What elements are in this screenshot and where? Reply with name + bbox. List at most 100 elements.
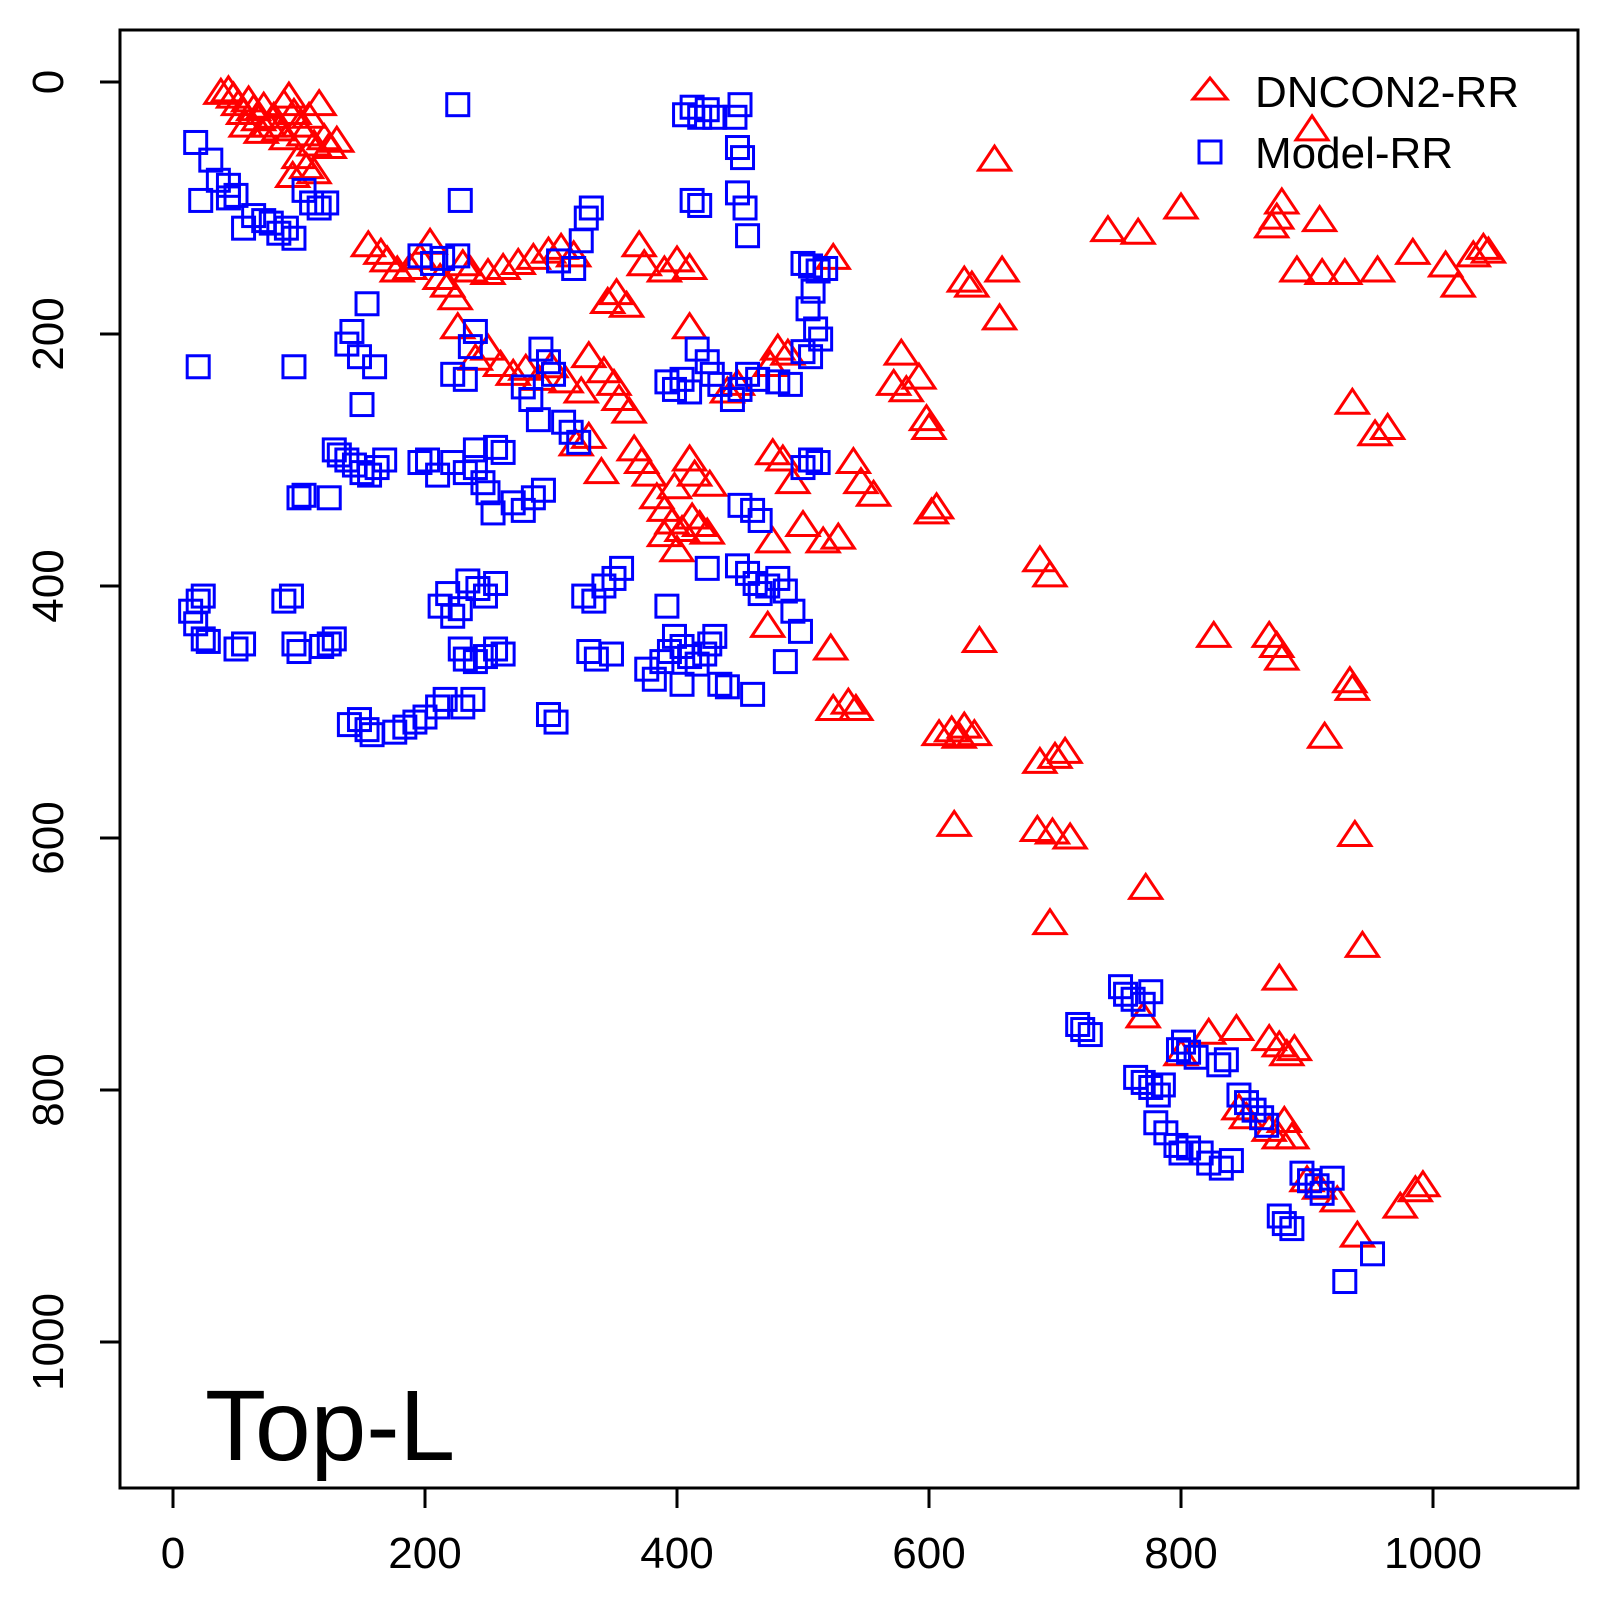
x-tick-label-1000: 1000 [1384, 1529, 1482, 1578]
point-model-rr-1-46 [372, 447, 398, 473]
point-dncon2-rr-0-158 [1464, 231, 1503, 260]
point-dncon2-rr-0-108 [854, 478, 893, 507]
point-model-rr-1-64 [525, 407, 551, 433]
point-model-rr-1-5 [223, 182, 249, 208]
point-dncon2-rr-0-45 [514, 241, 553, 270]
point-dncon2-rr-0-177 [1217, 1012, 1256, 1042]
point-model-rr-1-31 [445, 243, 471, 269]
point-model-rr-2-35 [1279, 1216, 1305, 1242]
point-model-rr-1-178 [677, 644, 703, 670]
point-dncon2-rr-0-137 [1046, 735, 1084, 764]
point-dncon2-rr-0-140 [1051, 821, 1089, 850]
point-dncon2-rr-0-91 [645, 518, 684, 548]
point-dncon2-rr-0-176 [1189, 1016, 1228, 1045]
y-tick-label-200: 200 [24, 297, 73, 370]
point-model-rr-1-23 [339, 318, 365, 344]
point-model-rr-1-107 [687, 192, 713, 218]
point-model-rr-2-41 [1360, 1241, 1386, 1267]
point-dncon2-rr-0-160 [1194, 619, 1233, 648]
point-model-rr-1-20 [185, 354, 211, 380]
point-model-rr-1-123 [190, 583, 216, 609]
point-model-rr-2-32 [1254, 1112, 1280, 1138]
point-model-rr-2-22 [1168, 1140, 1194, 1166]
point-dncon2-rr-0-109 [811, 632, 850, 661]
point-model-rr-1-168 [609, 555, 635, 581]
point-model-rr-1-10 [266, 220, 292, 246]
point-dncon2-rr-0-41 [451, 254, 490, 283]
point-model-rr-1-18 [447, 187, 473, 213]
point-model-rr-1-82 [694, 349, 720, 375]
y-tick-label-400: 400 [24, 549, 73, 622]
point-model-rr-1-49 [425, 462, 451, 488]
point-model-rr-1-191 [772, 578, 798, 604]
point-dncon2-rr-0-166 [1305, 720, 1344, 749]
point-dncon2-rr-0-64 [588, 285, 627, 314]
point-model-rr-1-66 [541, 361, 567, 387]
point-dncon2-rr-0-154 [1394, 236, 1432, 265]
point-model-rr-1-79 [669, 366, 695, 392]
point-model-rr-1-103 [727, 92, 753, 118]
point-dncon2-rr-0-159 [1469, 235, 1508, 264]
point-dncon2-rr-0-100 [753, 525, 792, 554]
point-model-rr-1-112 [798, 253, 824, 279]
point-model-rr-1-109 [732, 195, 758, 221]
point-dncon2-rr-0-39 [436, 282, 475, 311]
point-dncon2-rr-0-21 [310, 130, 349, 160]
point-dncon2-rr-0-168 [1356, 418, 1394, 447]
point-model-rr-1-182 [702, 623, 728, 649]
point-model-rr-1-61 [480, 500, 506, 526]
point-dncon2-rr-0-139 [1033, 816, 1072, 845]
point-model-rr-1-105 [730, 145, 756, 171]
point-dncon2-rr-0-134 [1031, 559, 1069, 588]
point-model-rr-1-60 [530, 477, 556, 503]
point-model-rr-1-17 [445, 92, 471, 118]
point-model-rr-1-99 [687, 104, 713, 130]
point-model-rr-1-162 [483, 636, 509, 662]
point-dncon2-rr-0-78 [630, 458, 669, 487]
point-model-rr-1-2 [198, 147, 224, 173]
point-model-rr-2-17 [1176, 1039, 1202, 1065]
point-model-rr-1-56 [490, 439, 516, 465]
point-model-rr-2-3 [1130, 991, 1156, 1017]
point-model-rr-1-195 [740, 681, 766, 707]
y-tick-label-600: 600 [24, 801, 73, 874]
point-dncon2-rr-0-124 [983, 254, 1021, 283]
point-dncon2-rr-0-35 [401, 241, 439, 270]
point-model-rr-1-19 [215, 185, 241, 211]
point-model-rr-1-181 [697, 631, 723, 657]
point-model-rr-1-22 [334, 331, 360, 357]
point-model-rr-1-32 [452, 366, 478, 392]
point-model-rr-1-47 [407, 450, 433, 476]
point-model-rr-1-52 [462, 455, 488, 481]
x-tick-label-600: 600 [892, 1529, 965, 1578]
point-dncon2-rr-0-167 [1333, 386, 1372, 415]
point-model-rr-1-30 [430, 245, 456, 271]
point-model-rr-1-193 [787, 618, 813, 644]
point-dncon2-rr-0-118 [910, 411, 948, 440]
point-model-rr-1-27 [362, 354, 388, 380]
point-dncon2-rr-0-155 [1426, 249, 1465, 278]
point-dncon2-rr-0-65 [597, 276, 636, 306]
point-dncon2-rr-0-163 [1262, 642, 1301, 671]
point-model-rr-2-36 [1289, 1160, 1315, 1186]
point-dncon2-rr-0-126 [920, 717, 958, 747]
point-model-rr-1-155 [465, 576, 491, 602]
point-model-rr-2-23 [1176, 1135, 1202, 1161]
point-model-rr-1-106 [679, 187, 705, 213]
point-model-rr-1-171 [598, 641, 624, 667]
point-model-rr-1-94 [727, 492, 753, 518]
point-dncon2-rr-0-149 [1252, 210, 1291, 239]
point-dncon2-rr-0-151 [1303, 256, 1341, 286]
point-model-rr-2-9 [1130, 1069, 1156, 1095]
point-model-rr-1-197 [669, 671, 695, 697]
legend-label-model-rr: Model-RR [1255, 129, 1453, 178]
point-dncon2-rr-0-135 [1021, 745, 1059, 774]
point-model-rr-1-175 [656, 639, 682, 665]
point-model-rr-1-90 [777, 371, 803, 397]
point-model-rr-1-63 [518, 387, 544, 413]
point-model-rr-1-119 [790, 339, 816, 365]
point-model-rr-1-36 [286, 485, 312, 511]
point-model-rr-1-184 [714, 674, 740, 700]
point-dncon2-rr-0-58 [562, 375, 601, 404]
point-dncon2-rr-0-71 [670, 251, 709, 280]
